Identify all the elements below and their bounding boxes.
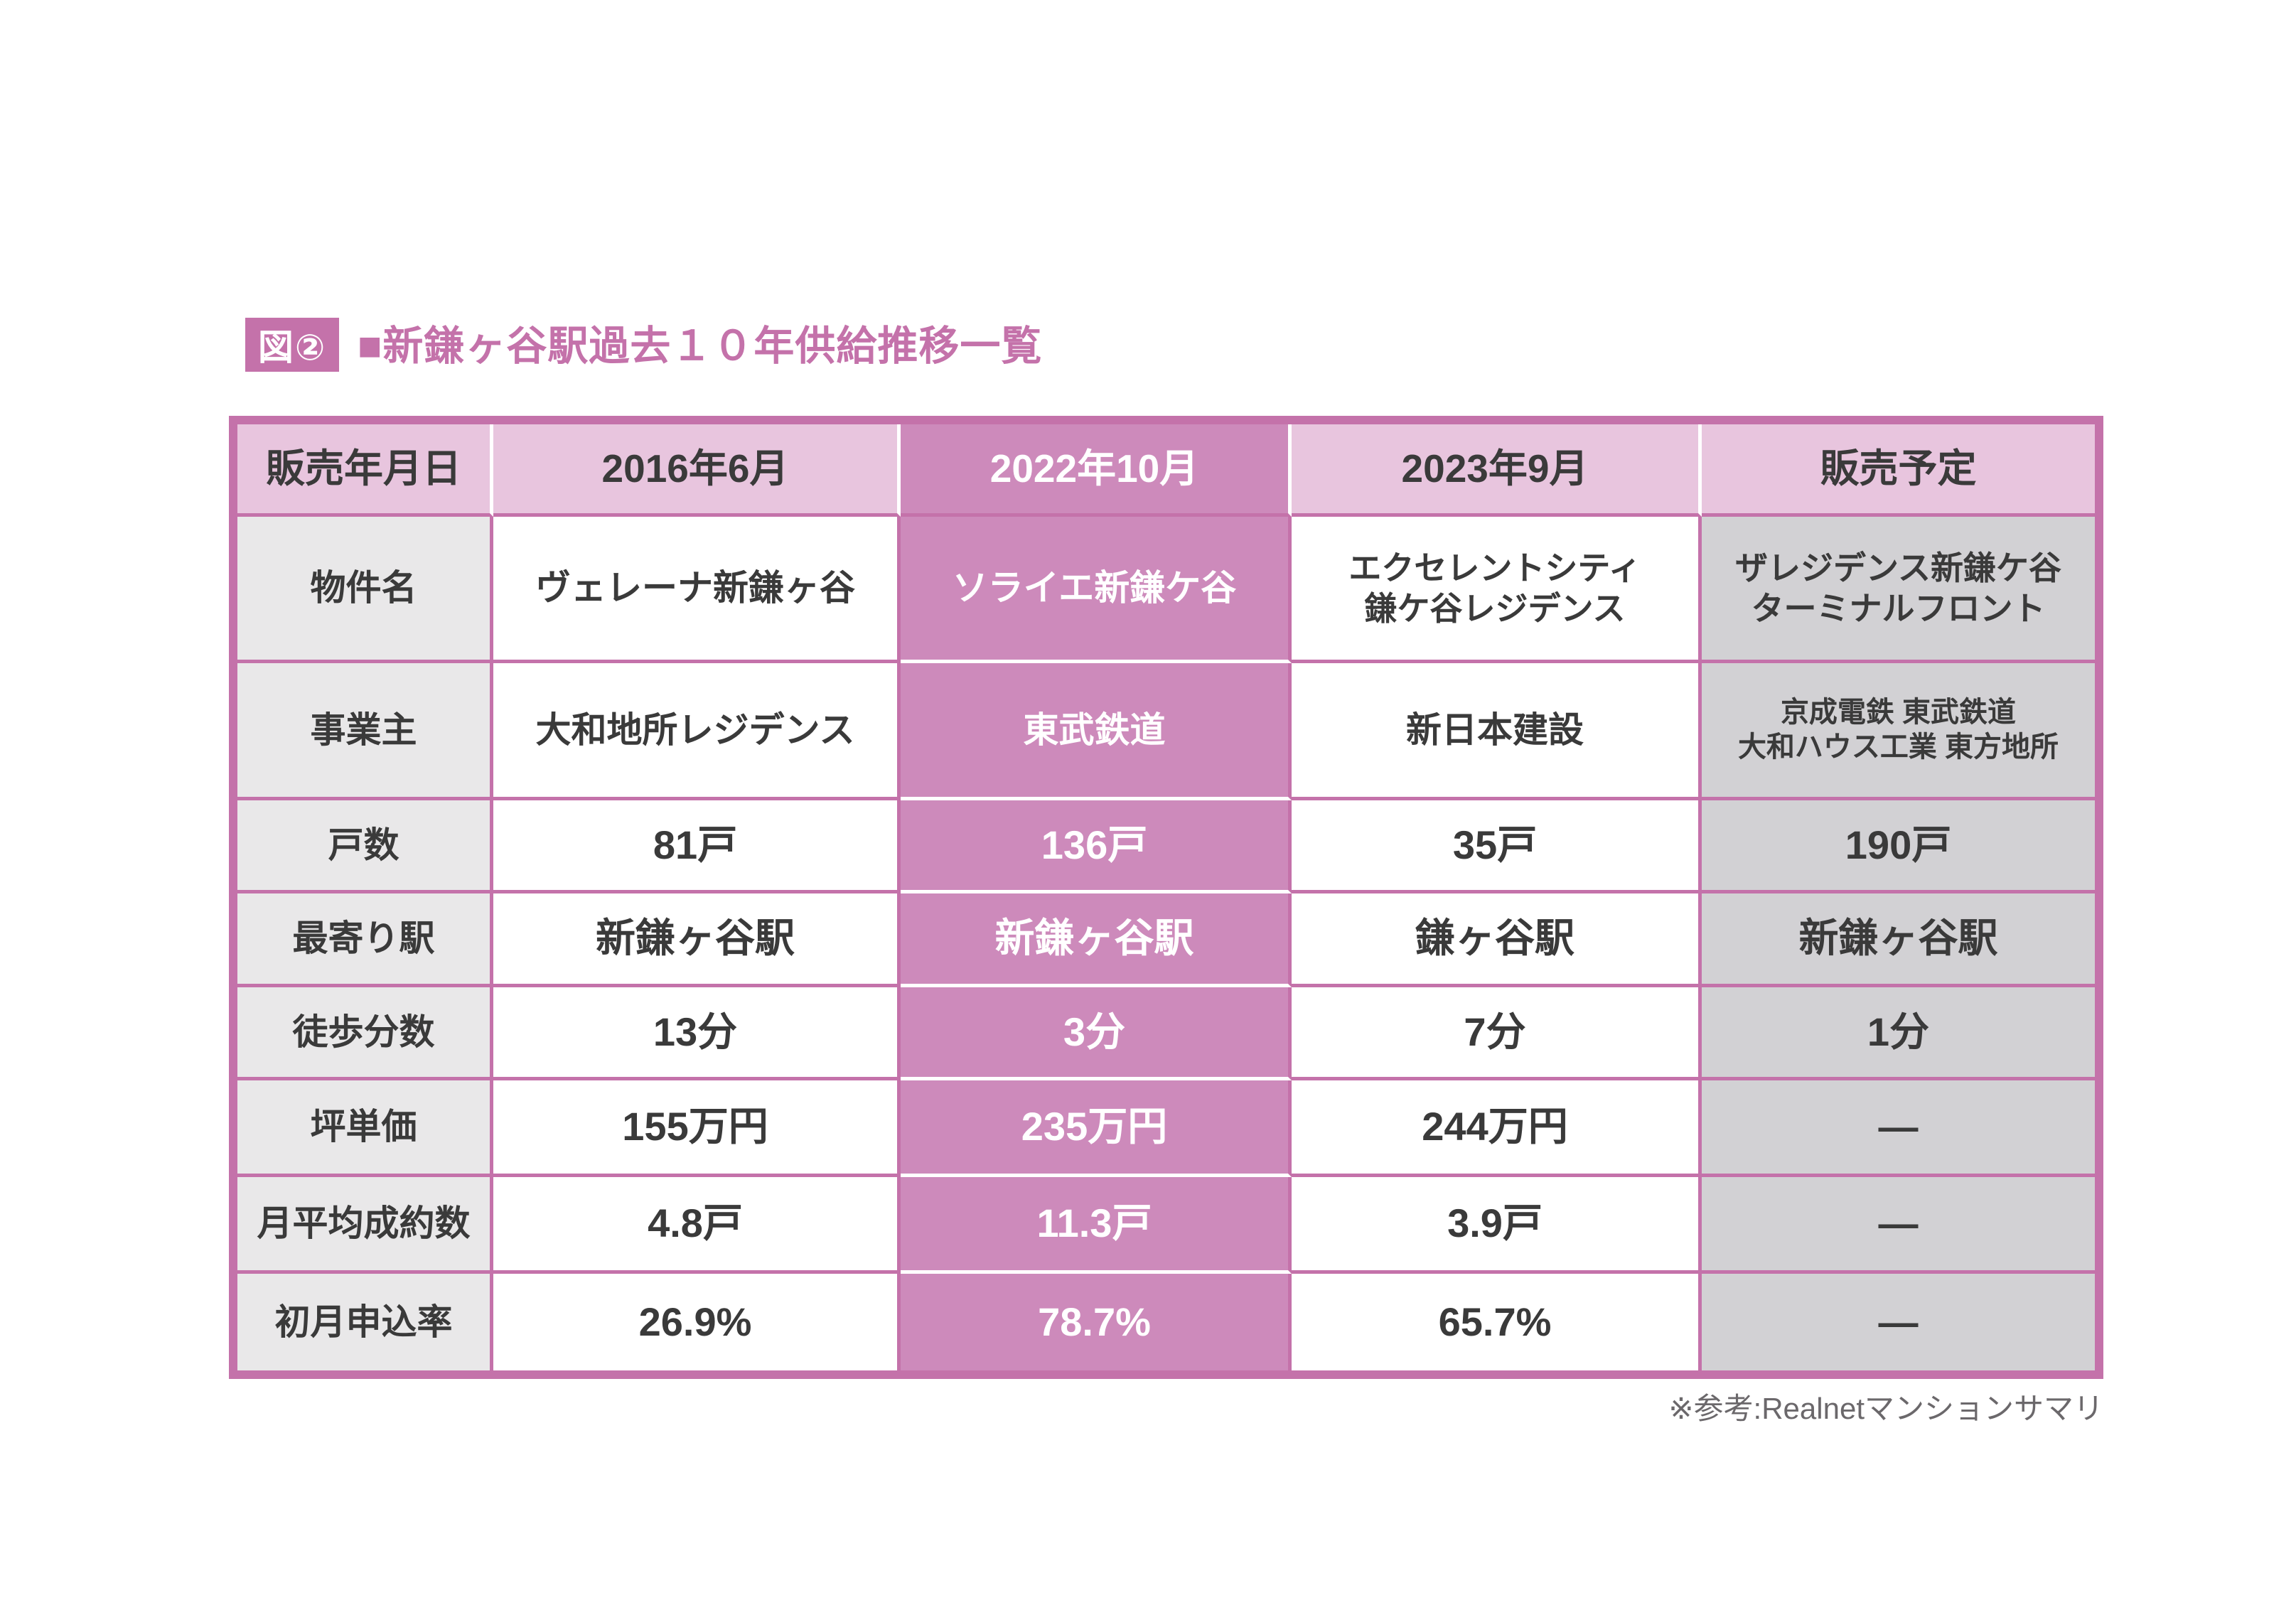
table-cell: 東武鉄道 [901, 663, 1292, 800]
table-cell: ザレジデンス新鎌ケ谷 ターミナルフロント [1702, 517, 2095, 663]
row-label-first-month-application-rate: 初月申込率 [237, 1274, 493, 1370]
source-note: ※参考:Realnetマンションサマリ [1668, 1392, 2103, 1425]
row-label-units: 戸数 [237, 800, 493, 893]
table-cell: 4.8戸 [493, 1177, 901, 1274]
table-cell: 244万円 [1292, 1080, 1702, 1177]
table-cell: 81戸 [493, 800, 901, 893]
table-cell: 235万円 [901, 1080, 1292, 1177]
table-cell: 新鎌ヶ谷駅 [901, 893, 1292, 987]
header-col-2022: 2022年10月 [901, 424, 1292, 517]
cell-line: エクセレントシティ [1348, 549, 1641, 587]
cell-line: ターミナルフロント [1751, 589, 2046, 627]
table-cell: 大和地所レジデンス [493, 663, 901, 800]
row-label-price-per-tsubo: 坪単価 [237, 1080, 493, 1177]
header-col-2016: 2016年6月 [493, 424, 901, 517]
table-cell: 26.9% [493, 1274, 901, 1370]
row-label-property-name: 物件名 [237, 517, 493, 663]
figure-title: ■新鎌ヶ谷駅過去１０年供給推移一覧 [358, 323, 1043, 369]
table-cell: 3.9戸 [1292, 1177, 1702, 1274]
table-cell: ― [1702, 1080, 2095, 1177]
table-cell: ソライエ新鎌ケ谷 [901, 517, 1292, 663]
supply-history-table: 販売年月日 2016年6月 2022年10月 2023年9月 販売予定 物件名 … [229, 416, 2103, 1379]
table-cell: 3分 [901, 987, 1292, 1080]
table-cell: エクセレントシティ 鎌ケ谷レジデンス [1292, 517, 1702, 663]
table-cell: 新鎌ヶ谷駅 [1702, 893, 2095, 987]
figure-number-badge: 図② [245, 318, 339, 372]
table-cell: 新鎌ヶ谷駅 [493, 893, 901, 987]
cell-line: 京成電鉄 東武鉄道 [1780, 697, 2017, 729]
table-cell: 65.7% [1292, 1274, 1702, 1370]
table-cell: 136戸 [901, 800, 1292, 893]
table-cell: ― [1702, 1274, 2095, 1370]
table-cell: 1分 [1702, 987, 2095, 1080]
row-label-developer: 事業主 [237, 663, 493, 800]
table-cell: 190戸 [1702, 800, 2095, 893]
table-cell: 11.3戸 [901, 1177, 1292, 1274]
header-col-2023: 2023年9月 [1292, 424, 1702, 517]
row-label-nearest-station: 最寄り駅 [237, 893, 493, 987]
row-label-walk-minutes: 徒歩分数 [237, 987, 493, 1080]
table-cell: 新日本建設 [1292, 663, 1702, 800]
table-cell: ヴェレーナ新鎌ヶ谷 [493, 517, 901, 663]
cell-line: ザレジデンス新鎌ケ谷 [1734, 549, 2062, 587]
row-label-monthly-avg-contracts: 月平均成約数 [237, 1177, 493, 1274]
table-cell: 京成電鉄 東武鉄道 大和ハウス工業 東方地所 [1702, 663, 2095, 800]
cell-line: 大和ハウス工業 東方地所 [1737, 731, 2059, 763]
header-row-label: 販売年月日 [237, 424, 493, 517]
table-cell: ― [1702, 1177, 2095, 1274]
table-cell: 35戸 [1292, 800, 1702, 893]
table-cell: 78.7% [901, 1274, 1292, 1370]
table-cell: 155万円 [493, 1080, 901, 1177]
table-cell: 7分 [1292, 987, 1702, 1080]
header-col-planned: 販売予定 [1702, 424, 2095, 517]
table-cell: 鎌ヶ谷駅 [1292, 893, 1702, 987]
table-cell: 13分 [493, 987, 901, 1080]
cell-line: 鎌ケ谷レジデンス [1364, 589, 1626, 627]
